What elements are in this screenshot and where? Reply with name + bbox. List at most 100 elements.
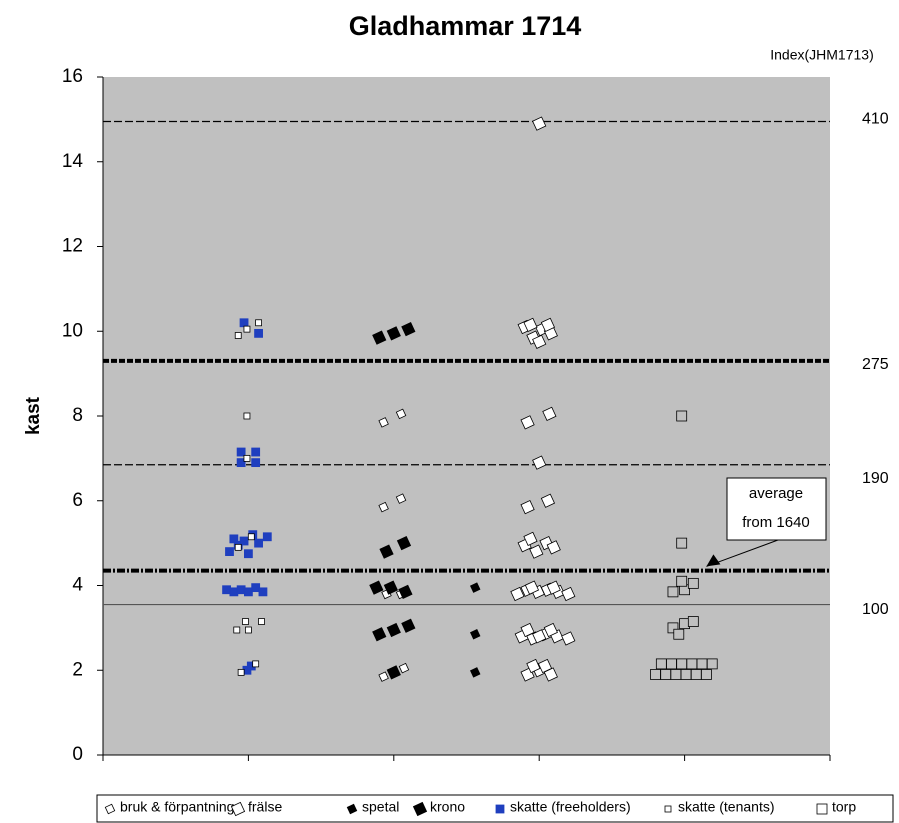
y-tick-label: 8	[72, 405, 83, 426]
point	[386, 326, 401, 341]
point	[239, 318, 249, 328]
point	[396, 536, 412, 551]
point	[244, 626, 252, 634]
point	[532, 629, 547, 644]
point	[243, 454, 251, 462]
point	[398, 584, 413, 599]
point	[687, 577, 699, 589]
point	[540, 493, 556, 508]
point	[243, 412, 251, 420]
point	[378, 501, 389, 513]
point	[262, 532, 272, 542]
index-label: 275	[862, 356, 889, 373]
point	[543, 622, 558, 638]
right-axis-label: Index(JHM1713)	[770, 47, 874, 63]
y-axis-label: kast	[23, 396, 44, 435]
legend-marker	[412, 801, 428, 817]
point	[673, 628, 685, 640]
point	[225, 547, 234, 556]
point	[237, 668, 245, 676]
point	[540, 317, 556, 333]
point	[255, 319, 262, 327]
annotation-text: average	[749, 485, 803, 502]
legend-marker	[495, 804, 505, 814]
point	[524, 580, 540, 595]
point	[395, 493, 407, 504]
plot-area	[103, 77, 830, 755]
point	[378, 417, 389, 428]
point	[243, 549, 253, 559]
point	[251, 458, 261, 468]
point	[690, 669, 702, 680]
point	[252, 660, 260, 668]
point	[222, 585, 231, 595]
point	[372, 627, 387, 642]
legend-marker	[346, 803, 358, 815]
point	[676, 575, 688, 587]
point	[401, 618, 416, 633]
point	[666, 658, 677, 670]
legend-label: spetal	[362, 799, 399, 815]
legend-label: bruk & förpantning	[120, 799, 234, 815]
annotation-text: from 1640	[742, 514, 810, 531]
point	[386, 665, 401, 680]
point	[542, 406, 557, 421]
point	[676, 410, 688, 422]
point	[561, 586, 576, 602]
point	[229, 534, 239, 544]
point	[670, 669, 682, 680]
point	[395, 408, 407, 420]
point	[510, 586, 525, 602]
point	[706, 658, 718, 670]
point	[369, 580, 384, 595]
point	[520, 622, 535, 638]
point	[229, 587, 239, 597]
point	[680, 669, 692, 680]
index-label: 100	[862, 601, 889, 618]
point	[243, 587, 253, 597]
point	[239, 536, 249, 546]
annotation-arrowhead	[706, 554, 721, 567]
point	[234, 543, 242, 551]
point	[532, 116, 547, 131]
point	[532, 455, 547, 470]
point	[383, 580, 399, 595]
chart-title: Gladhammar 1714	[349, 11, 582, 41]
y-tick-label: 16	[62, 66, 83, 87]
point	[251, 447, 261, 457]
point	[469, 667, 481, 678]
point	[676, 537, 688, 549]
point	[242, 618, 249, 625]
legend-marker	[816, 803, 828, 815]
y-tick-label: 12	[62, 236, 83, 257]
point	[236, 458, 246, 468]
point	[520, 499, 535, 515]
point	[243, 325, 251, 333]
point	[234, 332, 242, 339]
legend-label: torp	[832, 799, 856, 815]
point	[523, 317, 538, 333]
index-label: 190	[862, 470, 889, 487]
point	[247, 533, 255, 541]
point	[386, 622, 401, 638]
point	[251, 583, 261, 593]
point	[469, 629, 481, 640]
point	[696, 658, 708, 670]
legend-marker	[104, 803, 116, 815]
point	[520, 415, 535, 430]
index-label: 410	[862, 111, 889, 128]
legend-label: skatte (freeholders)	[510, 799, 631, 815]
point	[529, 544, 544, 559]
y-tick-label: 6	[72, 490, 83, 511]
y-tick-label: 10	[62, 320, 83, 341]
point	[372, 330, 387, 345]
point	[532, 334, 547, 349]
point	[523, 531, 538, 546]
point	[561, 631, 576, 646]
legend-label: krono	[430, 799, 465, 815]
point	[676, 658, 688, 670]
legend-label: frälse	[248, 799, 282, 815]
point	[258, 618, 265, 625]
point	[236, 447, 246, 457]
